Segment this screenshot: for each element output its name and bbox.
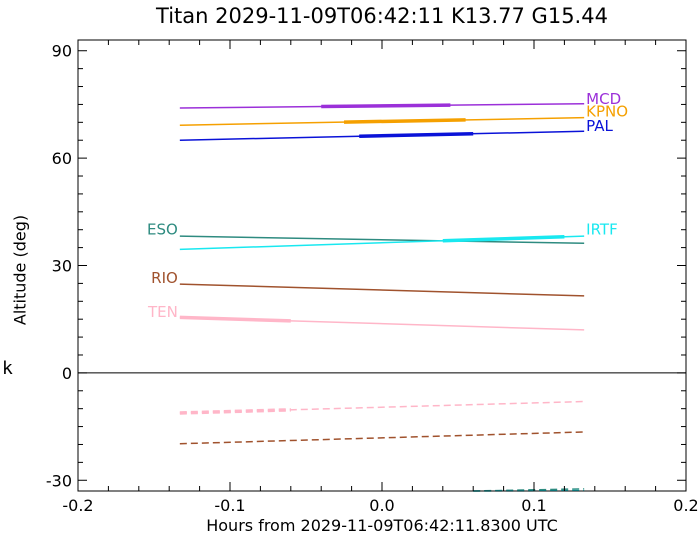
side-label: k (2, 358, 13, 379)
x-tick-label: -0.1 (214, 496, 245, 515)
series-highlight-ten (180, 317, 291, 320)
series-label-pal: PAL (586, 117, 613, 135)
x-tick-label: 0.1 (521, 496, 546, 515)
x-tick-label: 0.0 (369, 496, 394, 515)
series-label-eso: ESO (147, 221, 178, 239)
chart-title: Titan 2029-11-09T06:42:11 K13.77 G15.44 (78, 4, 686, 28)
y-tick-label: -30 (46, 471, 72, 490)
y-tick-label: 0 (62, 364, 72, 383)
y-axis-label: Altitude (deg) (11, 215, 30, 325)
series-label-ten: TEN (147, 303, 178, 321)
x-tick-label: 0.2 (673, 496, 698, 515)
y-tick-label: 60 (52, 149, 72, 168)
series-layer (180, 104, 584, 491)
series-label-irtf: IRTF (586, 221, 618, 239)
series-line-rio (180, 284, 584, 296)
x-tick-label: -0.2 (62, 496, 93, 515)
y-tick-label: 90 (52, 42, 72, 61)
series-highlight-below-horizon-7 (180, 410, 291, 413)
series-highlight-irtf (443, 237, 565, 241)
y-tick-label: 30 (52, 257, 72, 276)
series-line-below-horizon-8 (180, 432, 584, 444)
x-axis-label: Hours from 2029-11-09T06:42:11.8300 UTC (78, 516, 686, 535)
series-label-rio: RIO (151, 269, 178, 287)
series-highlight-pal (359, 134, 473, 137)
series-highlight-mcd (321, 105, 450, 106)
series-highlight-kpno (344, 120, 466, 122)
